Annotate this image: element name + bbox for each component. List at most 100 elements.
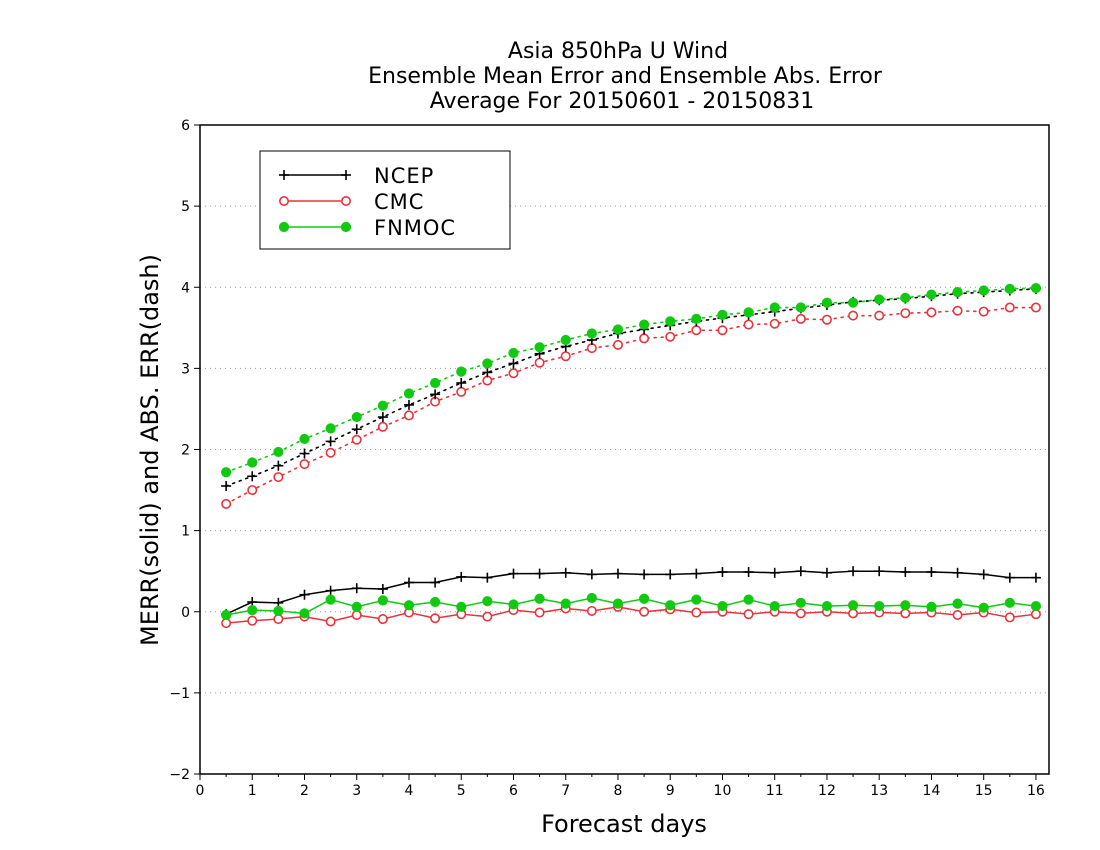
x-tick-label: 3	[352, 783, 361, 799]
ncep-point-abs-5	[456, 377, 467, 388]
ncep-point-abs-0.5	[221, 481, 232, 492]
fnmoc-point-mean-3.5	[377, 595, 388, 606]
cmc-point-abs-5	[456, 386, 467, 397]
cmc-point-mean-11.5	[795, 608, 806, 619]
x-tick-label: 9	[666, 783, 675, 799]
x-tick-label: 4	[405, 783, 414, 799]
legend-label-cmc: CMC	[374, 190, 424, 214]
fnmoc-point-mean-8	[612, 598, 624, 609]
ncep-point-mean-13	[874, 566, 885, 577]
cmc-point-abs-6	[508, 368, 519, 379]
ncep-point-abs-1	[247, 471, 258, 482]
legend-entry-cmc: CMC	[278, 190, 424, 214]
fnmoc-point-abs-2.5	[325, 423, 336, 434]
cmc-series	[221, 302, 1041, 629]
legend-label-fnmoc: FNMOC	[374, 216, 456, 240]
fnmoc-point-mean-8.5	[638, 593, 650, 604]
cmc-point-mean-16	[1030, 609, 1041, 620]
fnmoc-point-abs-7.5	[586, 328, 597, 339]
cmc-point-mean-3	[351, 609, 362, 620]
ncep-point-mean-2.5	[325, 585, 336, 596]
cmc-point-abs-8	[612, 339, 623, 350]
cmc-point-mean-3.5	[377, 614, 388, 625]
cmc-point-abs-15	[978, 306, 989, 317]
x-axis-label: Forecast days	[541, 810, 707, 838]
ncep-point-mean-11.5	[795, 566, 806, 577]
ncep-point-mean-12.5	[848, 566, 859, 577]
cmc-point-mean-12.5	[848, 608, 859, 619]
legend-entry-fnmoc: FNMOC	[278, 216, 456, 240]
ncep-point-mean-9.5	[691, 568, 702, 579]
fnmoc-point-mean-16	[1030, 600, 1042, 612]
y-tick-label: 6	[181, 118, 190, 134]
ncep-abs-error-line	[225, 288, 1037, 487]
ncep-point-abs-3	[351, 424, 362, 435]
ncep-point-mean-3.5	[377, 584, 388, 595]
ncep-point-mean-14	[926, 566, 937, 577]
cmc-point-legend-end	[340, 196, 351, 207]
ncep-point-abs-5.5	[482, 367, 493, 378]
cmc-point-abs-12.5	[848, 310, 859, 321]
fnmoc-point-abs-5	[456, 366, 467, 377]
plot-frame	[199, 124, 1050, 775]
title-line-3: Average For 20150601 - 20150831	[430, 89, 815, 114]
y-tick-label: 1	[181, 524, 190, 540]
fnmoc-point-mean-15	[978, 602, 989, 613]
cmc-point-abs-2.5	[325, 447, 336, 458]
cmc-point-abs-2	[299, 459, 310, 470]
fnmoc-point-mean-2	[299, 608, 310, 619]
fnmoc-point-mean-2.5	[325, 594, 336, 605]
fnmoc-point-abs-8	[612, 324, 624, 335]
fnmoc-point-abs-9.5	[691, 313, 702, 324]
ncep-mean-error-line	[225, 570, 1036, 615]
cmc-point-mean-2.5	[325, 616, 336, 627]
fnmoc-point-abs-3.5	[377, 400, 388, 411]
fnmoc-point-abs-2	[299, 433, 310, 445]
cmc-point-abs-7	[560, 351, 571, 362]
fnmoc-point-abs-11	[769, 302, 780, 313]
x-tick-label: 7	[561, 783, 570, 799]
fnmoc-point-mean-6.5	[534, 593, 545, 604]
cmc-point-abs-11	[769, 318, 780, 329]
cmc-point-mean-0.5	[221, 618, 232, 629]
cmc-point-mean-6.5	[534, 607, 545, 618]
fnmoc-point-mean-1.5	[273, 605, 284, 617]
fnmoc-point-mean-9	[665, 600, 676, 611]
ncep-point-mean-13.5	[900, 566, 911, 577]
ncep-point-mean-4.5	[430, 577, 441, 588]
ncep-point-abs-6	[508, 358, 519, 369]
fnmoc-point-abs-6	[508, 347, 519, 359]
legend-label-ncep: NCEP	[374, 164, 434, 188]
series-layer	[221, 282, 1042, 629]
fnmoc-point-mean-14.5	[952, 598, 963, 609]
title-block: Asia 850hPa U Wind Ensemble Mean Error a…	[368, 39, 883, 114]
cmc-point-mean-15.5	[1004, 612, 1015, 623]
cmc-point-abs-7.5	[586, 343, 597, 354]
cmc-point-abs-6.5	[534, 357, 545, 368]
ncep-point-abs-3.5	[377, 412, 388, 423]
cmc-mean-error-line	[226, 606, 1037, 624]
ncep-point-abs-4.5	[430, 389, 441, 400]
x-tick-label: 13	[870, 783, 888, 799]
fnmoc-point-abs-13.5	[900, 292, 911, 303]
ncep-point-mean-7	[560, 567, 571, 578]
ncep-point-mean-6	[508, 568, 519, 579]
fnmoc-point-mean-14	[926, 601, 937, 612]
cmc-point-abs-16	[1030, 302, 1041, 313]
ncep-point-mean-14.5	[952, 567, 963, 578]
cmc-point-abs-1	[247, 485, 258, 496]
fnmoc-series	[221, 282, 1042, 621]
ncep-point-mean-15.5	[1004, 572, 1015, 583]
ncep-point-legend-end	[341, 170, 351, 180]
x-tick-label: 1	[248, 783, 257, 799]
y-tick-label: 2	[181, 443, 190, 459]
y-tick-label: −2	[169, 767, 190, 783]
y-tick-label: 0	[181, 605, 190, 621]
ncep-point-mean-15	[978, 569, 989, 580]
ncep-series	[221, 283, 1041, 620]
cmc-abs-error-line	[225, 306, 1037, 505]
x-tick-label: 6	[509, 783, 518, 799]
fnmoc-point-abs-4	[403, 388, 415, 399]
ncep-point-abs-1.5	[273, 460, 284, 471]
